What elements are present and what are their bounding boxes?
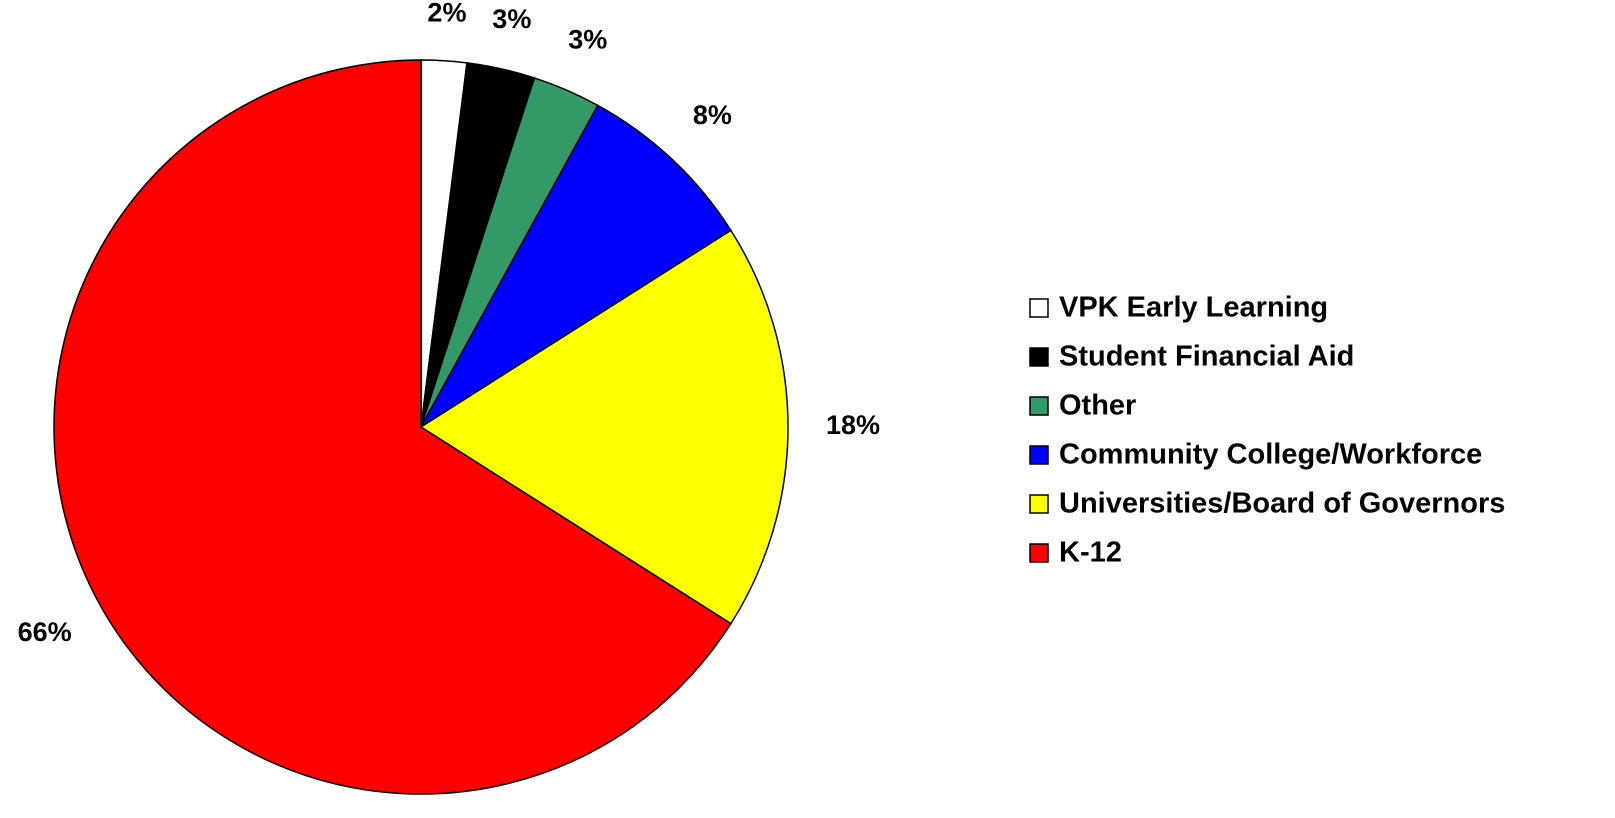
data-label: 18% — [826, 410, 880, 440]
legend-swatch — [1029, 396, 1049, 416]
legend-label: Community College/Workforce — [1059, 439, 1482, 471]
legend-label: Student Financial Aid — [1059, 341, 1354, 373]
data-label: 2% — [427, 0, 466, 28]
legend-swatch — [1029, 543, 1049, 563]
legend-label: Universities/Board of Governors — [1059, 488, 1505, 520]
legend-swatch — [1029, 298, 1049, 318]
legend-swatch — [1029, 347, 1049, 367]
legend-swatch — [1029, 445, 1049, 465]
legend-label: K-12 — [1059, 537, 1122, 569]
data-label: 66% — [18, 617, 72, 647]
pie-slice — [420, 104, 732, 428]
pie-slice — [419, 229, 789, 625]
data-label: 8% — [693, 100, 732, 130]
legend-swatch — [1029, 494, 1049, 514]
legend-label: Other — [1059, 390, 1136, 422]
pie-slice — [53, 59, 732, 795]
data-label: 3% — [568, 25, 607, 55]
legend-label: VPK Early Learning — [1059, 292, 1328, 324]
data-label: 3% — [492, 4, 531, 34]
